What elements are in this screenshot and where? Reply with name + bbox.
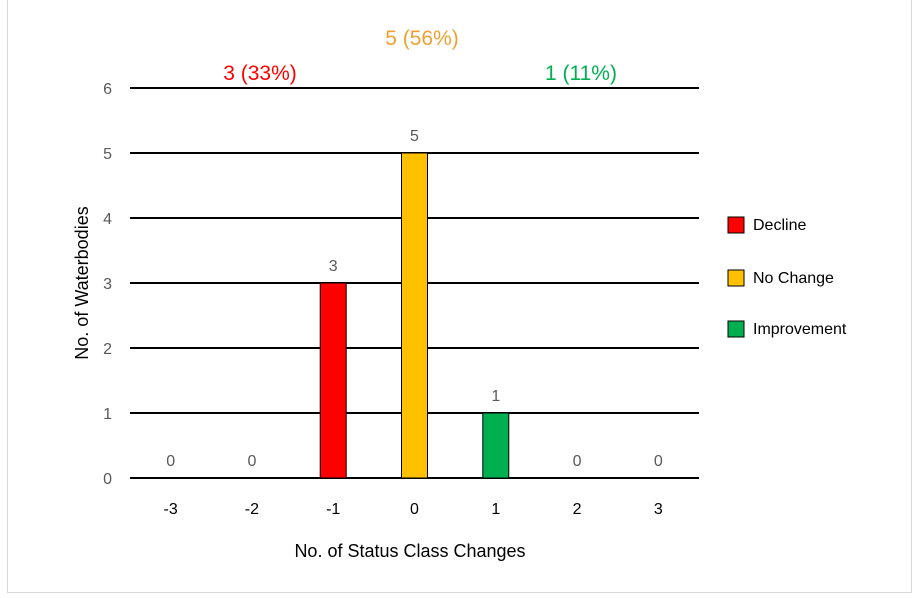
data-label: 0 — [247, 453, 256, 470]
bars — [319, 152, 510, 479]
x-tick-label: 1 — [491, 501, 500, 518]
y-tick-label: 4 — [103, 211, 112, 228]
annotation-decline: 3 (33%) — [223, 62, 297, 85]
y-tick-label: 3 — [103, 276, 112, 293]
y-tick-label: 6 — [103, 81, 112, 98]
legend-swatch-no-change — [727, 269, 745, 287]
y-tick-label: 0 — [103, 471, 112, 488]
data-label: 0 — [654, 453, 663, 470]
legend: Decline No Change Improvement — [727, 216, 847, 338]
bar — [401, 152, 428, 479]
x-tick-label: 3 — [654, 501, 663, 518]
x-tick-label: -3 — [164, 501, 178, 518]
bar — [319, 282, 347, 479]
x-tick-label: -2 — [245, 501, 259, 518]
y-tick-label: 2 — [103, 341, 112, 358]
legend-label-improvement: Improvement — [753, 321, 847, 338]
legend-swatch-improvement — [727, 320, 745, 338]
y-axis-title: No. of Waterbodies — [72, 206, 92, 359]
x-tick-label: 0 — [410, 501, 419, 518]
y-axis-ticks: 0 1 2 3 4 5 6 — [103, 81, 112, 488]
data-label: 1 — [491, 388, 500, 405]
legend-label-no-change: No Change — [753, 270, 834, 287]
data-label: 3 — [329, 258, 338, 275]
bar — [482, 412, 510, 479]
legend-item-decline: Decline — [727, 216, 806, 234]
legend-item-no-change: No Change — [727, 269, 834, 287]
data-label: 5 — [410, 128, 419, 145]
annotation-no-change: 5 (56%) — [385, 27, 459, 50]
data-label: 0 — [166, 453, 175, 470]
x-axis-title: No. of Status Class Changes — [294, 541, 525, 561]
legend-swatch-decline — [727, 216, 745, 234]
chart-frame: 0 1 2 3 4 5 6 0 0 3 5 1 0 0 -3 -2 -1 0 1 2 3 3 (33%) 5 (56… — [7, 0, 912, 593]
x-tick-label: -1 — [326, 501, 340, 518]
annotation-improvement: 1 (11%) — [545, 62, 617, 85]
bar-chart: 0 1 2 3 4 5 6 0 0 3 5 1 0 0 -3 -2 -1 0 1 2 3 3 (33%) 5 (56… — [72, 27, 847, 561]
legend-item-improvement: Improvement — [727, 320, 847, 338]
data-labels: 0 0 3 5 1 0 0 — [166, 128, 663, 470]
y-tick-label: 1 — [103, 406, 112, 423]
data-label: 0 — [573, 453, 582, 470]
x-tick-label: 2 — [573, 501, 582, 518]
y-tick-label: 5 — [103, 146, 112, 163]
x-axis-ticks: -3 -2 -1 0 1 2 3 — [164, 501, 663, 518]
legend-label-decline: Decline — [753, 217, 806, 234]
